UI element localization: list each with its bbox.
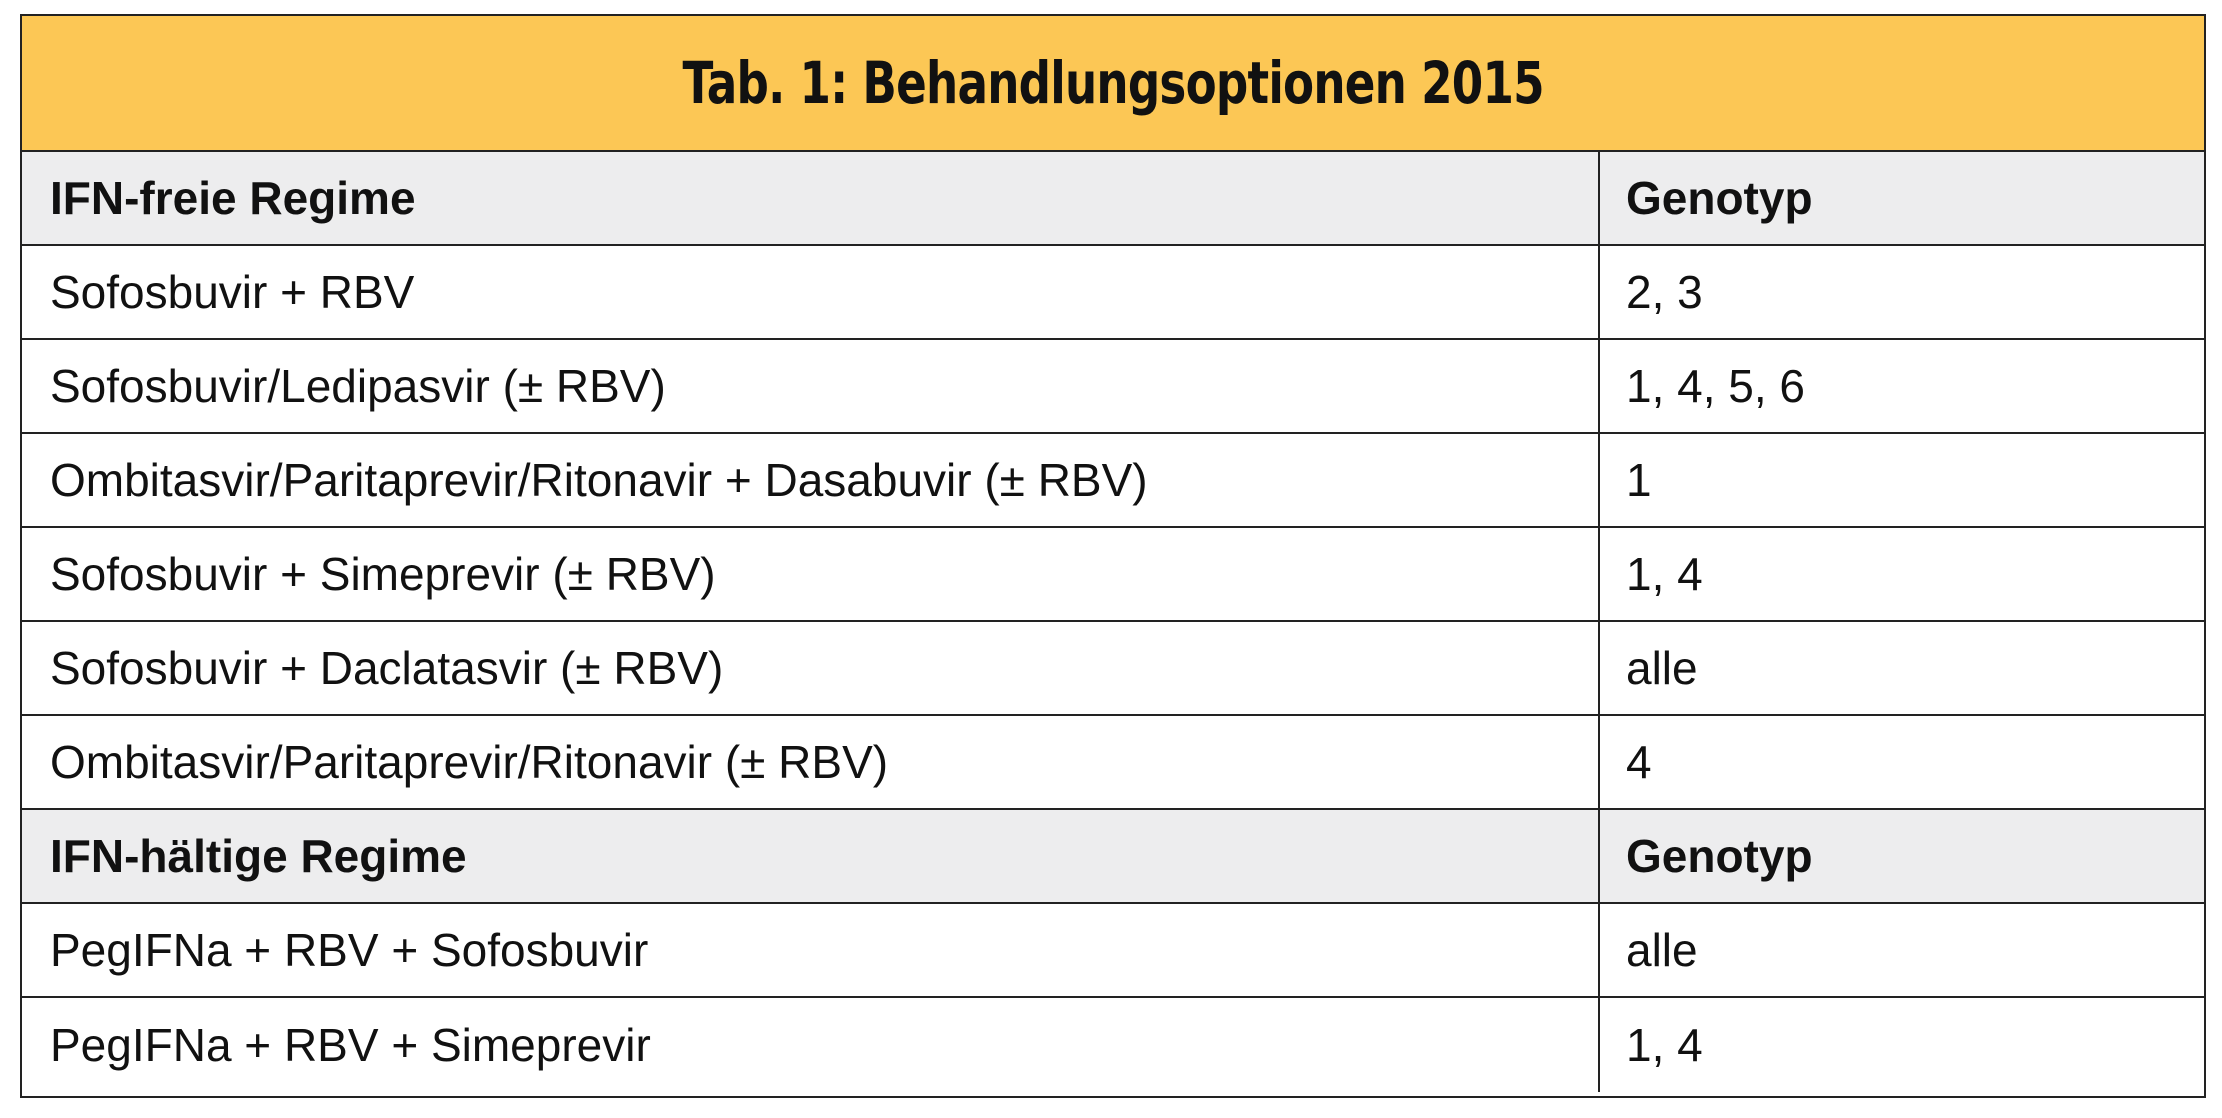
regime-cell: Sofosbuvir/Ledipasvir (± RBV) — [22, 340, 1600, 432]
table-row: Sofosbuvir/Ledipasvir (± RBV) 1, 4, 5, 6 — [22, 340, 2204, 434]
section-header-row: IFN-freie Regime Genotyp — [22, 152, 2204, 246]
genotype-cell: 2, 3 — [1626, 266, 1703, 318]
table-title: Tab. 1: Behandlungsoptionen 2015 — [682, 49, 1544, 117]
table-row: PegIFNa + RBV + Simeprevir 1, 4 — [22, 998, 2204, 1092]
section-header-regime: IFN-freie Regime — [22, 152, 1600, 244]
section-header-genotype: Genotyp — [1626, 172, 1813, 224]
section-header-genotype: Genotyp — [1626, 830, 1813, 882]
regime-cell: PegIFNa + RBV + Simeprevir — [22, 998, 1600, 1092]
genotype-cell: 1, 4, 5, 6 — [1626, 360, 1806, 412]
genotype-cell: alle — [1626, 642, 1698, 694]
regime-cell: Sofosbuvir + Daclatasvir (± RBV) — [22, 622, 1600, 714]
genotype-cell: 4 — [1626, 736, 1652, 788]
table-row: Sofosbuvir + Simeprevir (± RBV) 1, 4 — [22, 528, 2204, 622]
table-row: PegIFNa + RBV + Sofosbuvir alle — [22, 904, 2204, 998]
table-row: Ombitasvir/Paritaprevir/Ritonavir + Dasa… — [22, 434, 2204, 528]
genotype-cell: alle — [1626, 924, 1698, 976]
section-header-regime: IFN-hältige Regime — [22, 810, 1600, 902]
genotype-cell: 1, 4 — [1626, 1019, 1703, 1071]
regime-cell: Sofosbuvir + RBV — [22, 246, 1600, 338]
regime-cell: Ombitasvir/Paritaprevir/Ritonavir + Dasa… — [22, 434, 1600, 526]
table-row: Sofosbuvir + RBV 2, 3 — [22, 246, 2204, 340]
table-row: Ombitasvir/Paritaprevir/Ritonavir (± RBV… — [22, 716, 2204, 810]
table-title-bar: Tab. 1: Behandlungsoptionen 2015 — [22, 16, 2204, 152]
genotype-cell: 1, 4 — [1626, 548, 1703, 600]
section-header-row: IFN-hältige Regime Genotyp — [22, 810, 2204, 904]
table-row: Sofosbuvir + Daclatasvir (± RBV) alle — [22, 622, 2204, 716]
regime-cell: PegIFNa + RBV + Sofosbuvir — [22, 904, 1600, 996]
regime-cell: Sofosbuvir + Simeprevir (± RBV) — [22, 528, 1600, 620]
regime-cell: Ombitasvir/Paritaprevir/Ritonavir (± RBV… — [22, 716, 1600, 808]
genotype-cell: 1 — [1626, 454, 1652, 506]
treatment-options-table: Tab. 1: Behandlungsoptionen 2015 IFN-fre… — [20, 14, 2206, 1098]
